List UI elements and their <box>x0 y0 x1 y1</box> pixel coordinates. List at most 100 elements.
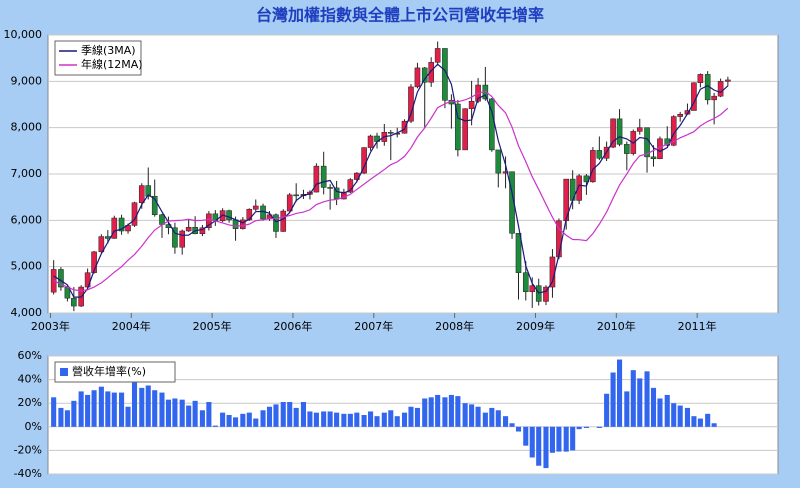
candle-body <box>434 48 441 63</box>
bar <box>266 406 273 427</box>
bar <box>394 416 400 427</box>
bar <box>604 393 610 427</box>
bar <box>273 404 279 427</box>
chart-title: 台灣加權指數與全體上市公司營收年增率 <box>256 6 544 25</box>
bar <box>125 406 131 427</box>
bar <box>105 391 111 427</box>
bar <box>469 404 475 427</box>
legend-label: 年線(12MA) <box>81 57 143 71</box>
candle-body <box>293 194 299 197</box>
candle-body <box>280 210 287 232</box>
candle-body <box>401 120 408 134</box>
bar <box>671 403 677 427</box>
y-tick-label: 0% <box>25 420 42 433</box>
bar <box>422 398 428 427</box>
candle-body <box>543 286 549 302</box>
y-tick-label: 10,000 <box>4 28 43 41</box>
bar <box>91 390 97 427</box>
candle-body <box>468 101 475 109</box>
bar <box>414 407 420 427</box>
bar <box>220 412 226 427</box>
bar <box>354 412 360 427</box>
bar <box>374 416 380 427</box>
bar <box>206 402 212 427</box>
candle-body <box>624 144 630 154</box>
candle-body <box>677 113 683 117</box>
bar <box>503 416 509 427</box>
candle-body <box>118 217 125 232</box>
candle-body <box>387 132 394 134</box>
candle-body <box>327 187 333 189</box>
legend-label: 季線(3MA) <box>81 43 136 57</box>
bar <box>159 392 165 427</box>
candle-body <box>725 79 731 82</box>
bar <box>152 390 158 427</box>
bar <box>677 405 683 427</box>
y-tick-label: 5,000 <box>11 260 43 273</box>
bar <box>556 426 562 452</box>
bar <box>462 403 468 427</box>
bar <box>563 426 569 452</box>
candle-body <box>711 95 717 101</box>
candle-body <box>616 118 623 145</box>
candle-body <box>286 194 293 212</box>
bar <box>482 412 488 427</box>
y-tick-label: 20% <box>18 396 42 409</box>
bar <box>341 413 347 427</box>
candle-body <box>313 165 320 193</box>
candle-body <box>246 208 253 221</box>
candle-body <box>442 48 448 101</box>
bar <box>58 407 64 427</box>
x-tick-label: 2008年 <box>435 319 474 333</box>
candle-body <box>636 127 643 132</box>
bar <box>307 411 313 427</box>
bar <box>361 415 367 427</box>
bar <box>321 411 327 427</box>
y-tick-label: 4,000 <box>11 306 43 319</box>
bar <box>192 400 198 427</box>
candle-body <box>91 251 97 273</box>
candle-body <box>408 86 414 122</box>
bar <box>368 411 374 427</box>
bar <box>697 418 703 427</box>
bar <box>509 423 515 427</box>
bar <box>650 387 657 427</box>
bar <box>119 392 125 427</box>
candle-body <box>367 135 374 148</box>
bar <box>111 392 117 427</box>
bar <box>610 372 616 427</box>
candle-body <box>71 297 77 307</box>
legend-swatch <box>60 368 68 376</box>
bar <box>172 398 178 427</box>
bar <box>624 391 630 427</box>
bar <box>529 426 535 458</box>
x-tick-label: 2010年 <box>597 319 636 333</box>
bar <box>199 410 205 427</box>
candle-body <box>576 175 582 201</box>
bar <box>381 412 387 427</box>
bar <box>253 418 259 427</box>
candle-body <box>131 202 138 226</box>
bar <box>233 417 239 427</box>
ma-line <box>53 90 729 292</box>
candle-body <box>232 219 239 229</box>
bar <box>334 412 340 427</box>
y-tick-label: 7,000 <box>11 167 43 180</box>
y-tick-label: 9,000 <box>11 74 43 87</box>
bar <box>489 407 495 427</box>
bar <box>596 426 602 428</box>
bar <box>711 423 717 427</box>
candle-body <box>206 213 212 228</box>
y-tick-label: 60% <box>18 349 42 362</box>
candle-body <box>455 103 461 151</box>
bar <box>536 426 542 466</box>
candle-body <box>320 165 327 188</box>
candle-body <box>462 108 468 151</box>
bar <box>691 416 697 427</box>
candle-body <box>515 233 522 273</box>
bar <box>448 394 454 427</box>
bar <box>165 399 172 427</box>
candle-body <box>596 150 603 159</box>
candle-body <box>717 81 724 97</box>
bar <box>475 406 481 427</box>
